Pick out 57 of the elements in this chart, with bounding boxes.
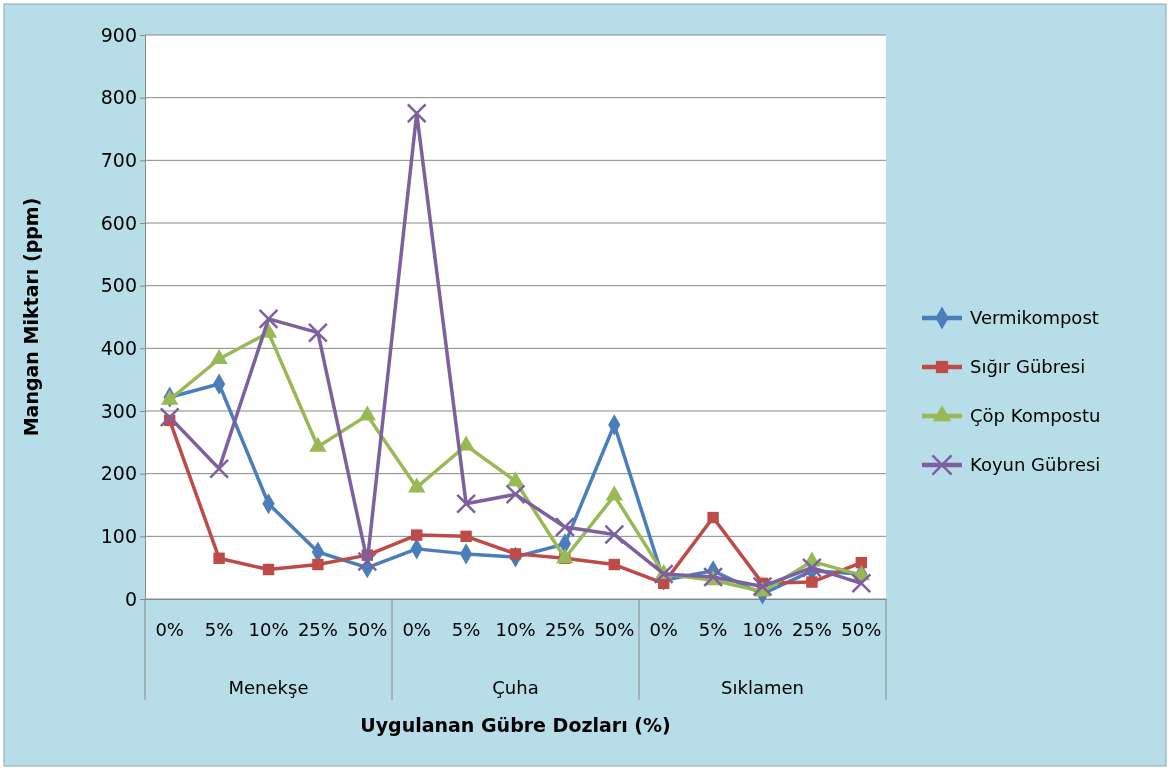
x-tick-label: 5%	[451, 618, 481, 640]
point	[213, 552, 225, 564]
point	[460, 530, 472, 543]
y-tick-label: 100	[100, 524, 137, 547]
point	[262, 563, 275, 576]
y-tick-label: 0	[124, 587, 137, 610]
point	[455, 493, 477, 514]
x-tick-label: 25%	[297, 618, 338, 640]
point	[411, 529, 423, 541]
point	[159, 407, 180, 428]
legend-label: Koyun Gübresi	[970, 454, 1101, 475]
text: Sıklamen	[721, 677, 804, 698]
x-tick-label: 25%	[791, 618, 832, 640]
x-tick-label: 25%	[544, 618, 585, 640]
x-tick-label: 10%	[742, 618, 783, 640]
point	[208, 458, 230, 479]
x-tick-label: 50%	[594, 618, 635, 640]
point	[554, 516, 576, 538]
y-tick-label: 500	[100, 274, 137, 297]
point	[806, 576, 818, 588]
legend-label: Vermikompost	[970, 307, 1099, 328]
y-tick-label: 400	[100, 336, 137, 359]
point	[855, 556, 867, 569]
y-axis-title: Mangan Miktarı (ppm)	[20, 197, 42, 437]
point	[406, 103, 427, 124]
point	[258, 308, 279, 330]
x-tick-label: 5%	[204, 618, 234, 640]
point	[307, 322, 329, 343]
y-tick-label: 200	[100, 462, 137, 485]
text: Çuha	[492, 677, 539, 698]
point	[357, 551, 378, 572]
x-tick-label: 50%	[841, 618, 882, 640]
point	[707, 511, 719, 524]
x-axis-title: Uygulanan Gübre Dozları (%)	[360, 714, 671, 736]
point	[851, 573, 872, 594]
x-tick-label: 50%	[347, 618, 388, 640]
x-tick-label: 0%	[649, 618, 678, 640]
point	[509, 548, 522, 560]
point	[653, 563, 674, 585]
y-tick-label: 900	[100, 23, 137, 46]
x-tick-label: 10%	[495, 618, 536, 640]
x-tick-label: 0%	[155, 618, 184, 640]
legend-label: Sığır Gübresi	[970, 356, 1086, 377]
y-tick-label: 700	[100, 148, 137, 171]
point	[505, 484, 526, 505]
text: Menekşe	[228, 677, 309, 698]
x-tick-label: 5%	[698, 618, 728, 640]
y-tick-label: 300	[100, 399, 137, 422]
point	[312, 558, 324, 571]
x-tick-label: 0%	[402, 618, 431, 640]
legend-label: Çöp Kompostu	[970, 405, 1101, 426]
point	[752, 576, 773, 597]
x-tick-label: 10%	[248, 618, 289, 640]
y-tick-label: 600	[100, 211, 137, 234]
point	[608, 558, 620, 571]
point	[604, 524, 625, 545]
y-tick-label: 800	[100, 86, 137, 109]
